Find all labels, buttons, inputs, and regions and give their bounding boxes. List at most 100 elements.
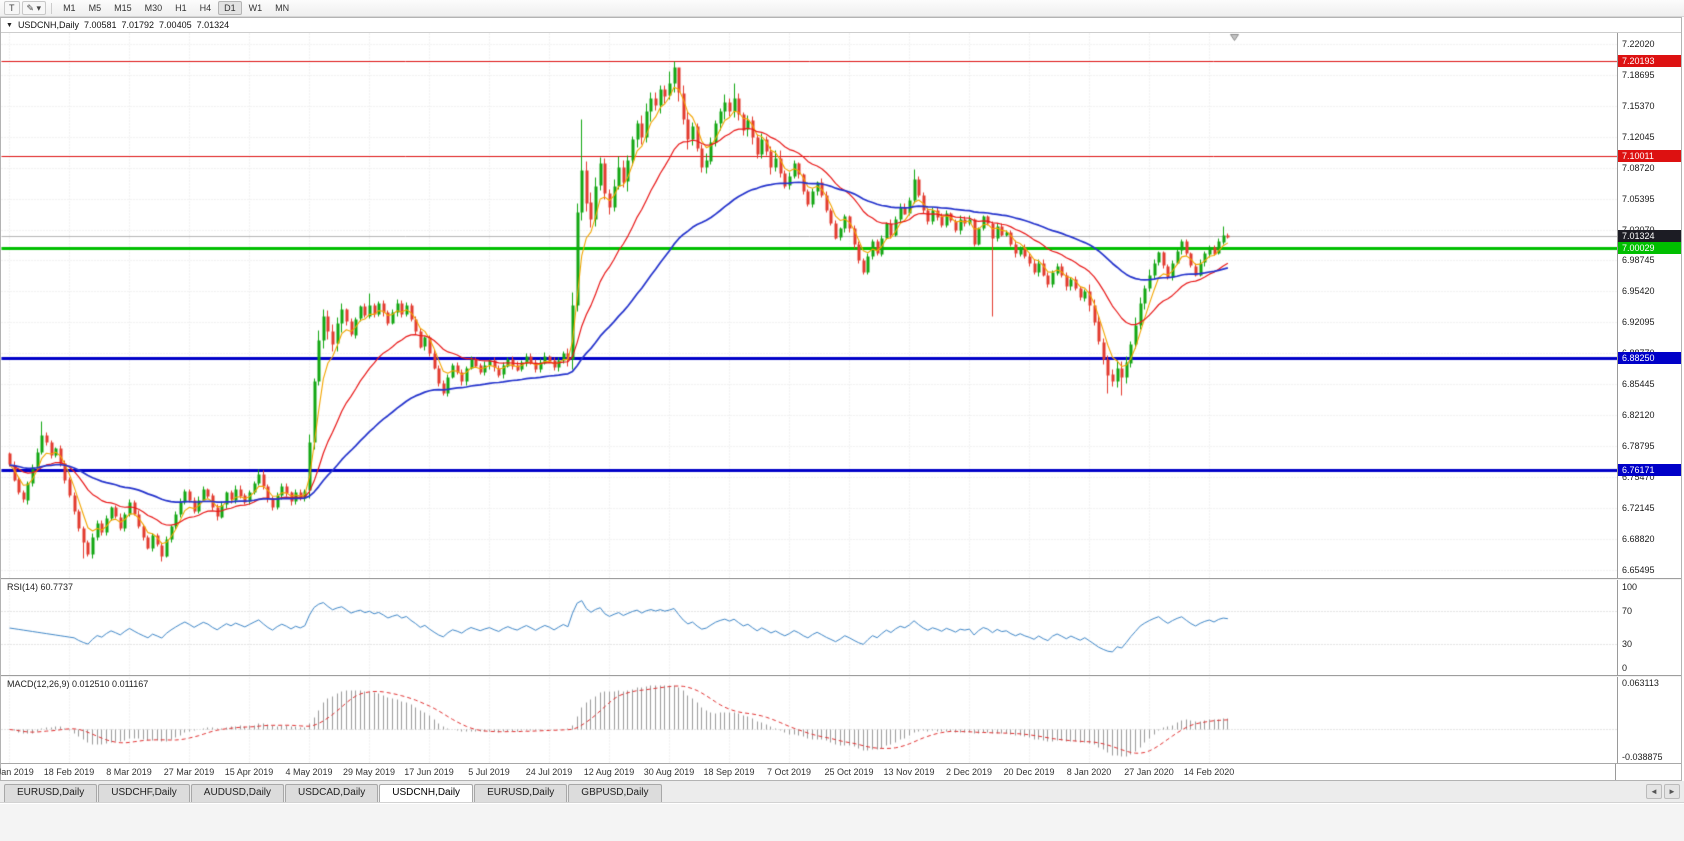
time-axis-label: 17 Jun 2019 (404, 767, 454, 777)
price-scale-label: 7.02070 (1622, 225, 1655, 235)
draw-tool-icon[interactable]: ✎ ▾ (21, 1, 47, 15)
time-axis-label: 20 Dec 2019 (1003, 767, 1055, 777)
time-axis-label: 5 Jul 2019 (468, 767, 510, 777)
timeframe-button-d1[interactable]: D1 (218, 1, 242, 15)
time-axis-label: 27 Mar 2019 (163, 767, 215, 777)
main-chart-pane: 7.22020 7.18695 7.15370 7.12045 7.08720 7.053… (1, 33, 1681, 578)
rsi-scale-label: 70 (1622, 606, 1633, 617)
tab-scroll-arrows: ◄ ► (1646, 784, 1680, 799)
price-scale-label: 6.95420 (1622, 286, 1655, 297)
chart-tab-eurusd-daily-5[interactable]: EURUSD,Daily (474, 784, 568, 802)
chart-tab-eurusd-daily-0[interactable]: EURUSD,Daily (4, 784, 98, 802)
time-axis-label: 8 Jan 2020 (1066, 767, 1112, 777)
price-level-badge: 7.20193 (1618, 54, 1681, 67)
price-scale-label: 6.72145 (1622, 502, 1655, 513)
chart-tab-strip: EURUSD,Daily USDCHF,Daily AUDUSD,Daily USDC… (0, 781, 1684, 803)
price-level-badge: 7.10011 (1618, 149, 1681, 162)
price-level-badge: 6.88250 (1618, 352, 1681, 365)
chart-window: ▼ USDCNH,Daily 7.00581 7.01792 7.00405 7… (0, 17, 1682, 781)
price-scale-label: 6.92095 (1622, 317, 1655, 328)
price-scale-label: 7.12045 (1622, 131, 1655, 142)
time-axis-label: 4 May 2019 (285, 767, 333, 777)
tab-scroll-left-icon[interactable]: ◄ (1646, 784, 1662, 799)
time-axis-label: 7 Oct 2019 (766, 767, 812, 777)
tab-scroll-right-icon[interactable]: ► (1664, 784, 1680, 799)
macd-pane: 0.063113 -0.038875 MACD(12,26,9) 0.012510… (1, 677, 1681, 763)
timeframe-buttons-group: M1 M5 M15 M30 H1 H4 D1 W1 MN (57, 1, 295, 15)
ohlc-open-value: 7.00581 (83, 20, 117, 30)
chart-tabs-group: EURUSD,Daily USDCHF,Daily AUDUSD,Daily USDC… (4, 784, 663, 802)
price-scale-label: 6.85445 (1622, 379, 1655, 390)
rsi-canvas[interactable] (1, 580, 1617, 675)
chart-tab-audusd-daily-2[interactable]: AUDUSD,Daily (190, 784, 285, 802)
price-scale-label: 6.98745 (1622, 255, 1655, 266)
time-axis-label: 18 Feb 2019 (43, 767, 95, 777)
price-level-badge: 6.76171 (1618, 464, 1681, 477)
time-axis-label: 29 May 2019 (342, 767, 396, 777)
macd-scale-axis[interactable]: 0.063113 -0.038875 (1617, 677, 1681, 763)
time-axis[interactable]: 30 Jan 2019 18 Feb 2019 8 Mar 2019 27 Mar 2… (0, 763, 1681, 780)
toolbar: T ✎ ▾ M1 M5 M15 M30 H1 H4 D1 W1 MN (0, 0, 1684, 17)
timeframe-button-m30[interactable]: M30 (139, 1, 169, 15)
rsi-scale-label: 100 (1622, 582, 1638, 592)
time-axis-label: 30 Jan 2019 (0, 767, 34, 777)
ohlc-low-value: 7.00405 (159, 20, 192, 30)
chart-tab-usdcad-daily-3[interactable]: USDCAD,Daily (285, 784, 379, 802)
price-scale-label: 7.15370 (1622, 100, 1655, 111)
time-axis-label: 14 Feb 2020 (1183, 767, 1235, 777)
timeframe-button-mn[interactable]: MN (269, 1, 295, 15)
rsi-indicator-label: RSI(14) 60.7737 (7, 582, 74, 592)
ohlc-close-value: 7.01324 (196, 20, 230, 30)
chart-symbol-label: USDCNH,Daily (17, 20, 79, 30)
price-scale-axis[interactable]: 7.22020 7.18695 7.15370 7.12045 7.08720 7.053… (1617, 33, 1681, 578)
ohlc-high-value: 7.01792 (121, 20, 155, 30)
time-axis-label: 30 Aug 2019 (643, 767, 695, 777)
timeframe-button-w1[interactable]: W1 (243, 1, 269, 15)
rsi-scale-label: 0 (1622, 663, 1628, 673)
timeframe-button-h4[interactable]: H4 (194, 1, 218, 15)
chart-tab-usdcnh-daily-4[interactable]: USDCNH,Daily (379, 784, 474, 802)
time-axis-labels: 30 Jan 2019 18 Feb 2019 8 Mar 2019 27 Mar 2… (0, 764, 1615, 780)
pane-splitter[interactable] (1, 675, 1681, 677)
chart-tab-usdchf-daily-1[interactable]: USDCHF,Daily (98, 784, 190, 802)
time-axis-label: 24 Jul 2019 (525, 767, 573, 777)
toolbar-separator (51, 2, 53, 14)
chart-menu-triangle-icon[interactable]: ▼ (6, 21, 13, 29)
rsi-scale-label: 30 (1622, 638, 1633, 649)
time-axis-label: 15 Apr 2019 (224, 767, 274, 777)
status-area (0, 804, 1684, 841)
price-scale-label: 6.82120 (1622, 410, 1655, 421)
price-level-badge: 7.00029 (1618, 242, 1681, 255)
macd-scale-label: -0.038875 (1622, 752, 1663, 762)
time-axis-label: 8 Mar 2019 (106, 767, 152, 777)
macd-canvas[interactable] (1, 677, 1617, 763)
price-scale-label: 7.05395 (1622, 193, 1655, 204)
price-scale-label: 6.68820 (1622, 533, 1655, 544)
rsi-scale-axis[interactable]: 100 70 30 0 (1617, 580, 1681, 675)
time-axis-label: 25 Oct 2019 (824, 767, 874, 777)
time-axis-label: 18 Sep 2019 (703, 767, 755, 777)
current-price-badge: 7.01324 (1618, 230, 1681, 243)
tool-icons-group: T ✎ ▾ (4, 1, 47, 15)
price-scale-label: 7.22020 (1622, 38, 1655, 49)
pane-splitter[interactable] (1, 578, 1681, 580)
macd-indicator-label: MACD(12,26,9) 0.012510 0.011167 (7, 679, 149, 689)
time-axis-label: 12 Aug 2019 (583, 767, 635, 777)
macd-scale-label: 0.063113 (1622, 678, 1659, 688)
time-axis-label: 27 Jan 2020 (1124, 767, 1174, 777)
time-axis-label: 2 Dec 2019 (945, 767, 993, 777)
timeframe-button-m15[interactable]: M15 (108, 1, 138, 15)
text-tool-icon[interactable]: T (4, 1, 20, 15)
chart-tab-gbpusd-daily-6[interactable]: GBPUSD,Daily (568, 784, 662, 802)
price-scale-label: 6.78795 (1622, 440, 1655, 451)
timeframe-button-h1[interactable]: H1 (169, 1, 193, 15)
price-scale-label: 7.08720 (1622, 162, 1655, 173)
timeframe-button-m5[interactable]: M5 (83, 1, 108, 15)
time-axis-label: 13 Nov 2019 (883, 767, 935, 777)
time-axis-corner (1615, 764, 1681, 780)
price-scale-label: 6.75470 (1622, 471, 1655, 482)
timeframe-button-m1[interactable]: M1 (57, 1, 82, 15)
main-chart-canvas[interactable] (1, 33, 1617, 578)
price-scale-label: 6.65495 (1622, 564, 1655, 575)
